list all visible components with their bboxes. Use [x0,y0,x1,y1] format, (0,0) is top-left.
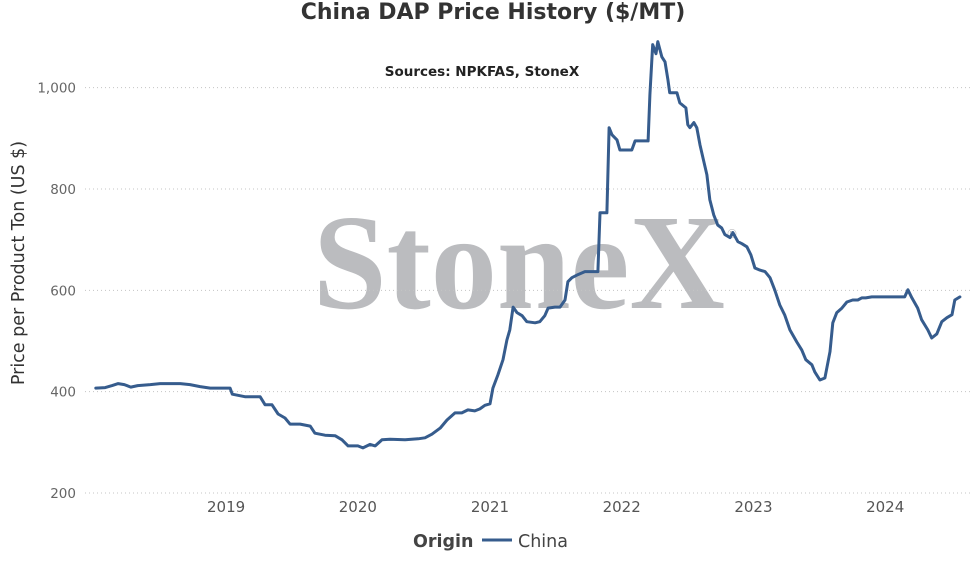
y-tick-label-400: 400 [50,385,76,401]
plot-series [94,40,962,450]
x-tick-label-2019: 2019 [207,498,245,516]
legend: Origin China [413,532,568,552]
chart-subtitle: Sources: NPKFAS, StoneX [385,64,580,80]
x-tick-label-2023: 2023 [734,498,772,516]
watermark: StoneX ® [313,188,738,338]
legend-item-label[interactable]: China [518,532,568,552]
y-tick-label-200: 200 [50,486,76,502]
legend-title: Origin [413,532,474,552]
x-axis-tick-labels: 2019 2020 2021 2022 2023 2024 [207,498,904,516]
legend-item-china[interactable]: China [482,532,568,552]
x-tick-label-2021: 2021 [471,498,509,516]
series-line-china [94,40,962,450]
y-axis-label: Price per Product Ton (US $) [9,141,29,385]
y-tick-label-600: 600 [50,283,76,299]
y-axis-tick-labels: 200 400 600 800 1,000 [37,81,76,502]
x-tick-label-2024: 2024 [866,498,904,516]
x-tick-label-2020: 2020 [339,498,377,516]
x-tick-label-2022: 2022 [603,498,641,516]
chart-title: China DAP Price History ($/MT) [301,0,686,25]
y-tick-label-800: 800 [50,182,76,198]
y-tick-label-1000: 1,000 [37,81,76,97]
